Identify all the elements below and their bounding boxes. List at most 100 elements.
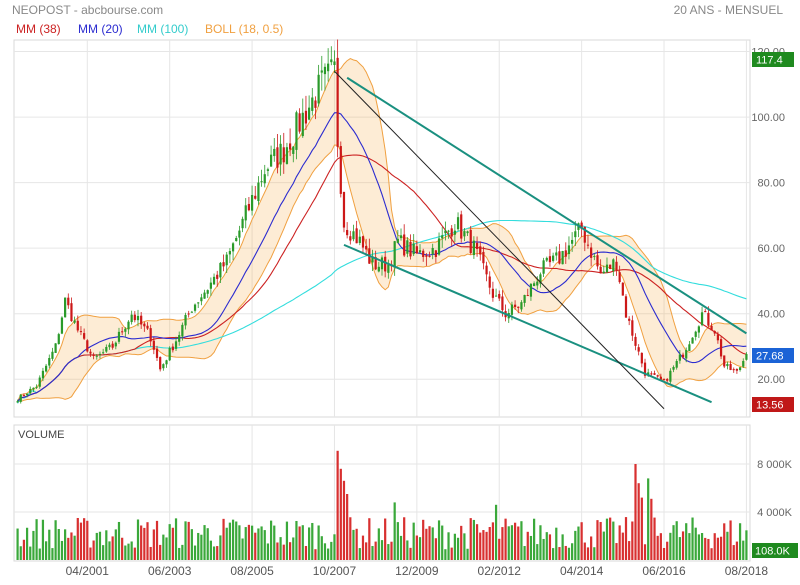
candle-body bbox=[352, 231, 355, 240]
candle-body bbox=[83, 333, 86, 339]
candle-body bbox=[422, 250, 425, 258]
volume-bar bbox=[152, 529, 155, 560]
volume-bar bbox=[599, 521, 602, 560]
volume-bar bbox=[244, 527, 247, 560]
candle-body bbox=[165, 360, 168, 365]
volume-bar bbox=[539, 525, 542, 560]
candle-body bbox=[561, 251, 564, 265]
volume-bar bbox=[292, 537, 295, 560]
candle-body bbox=[494, 295, 498, 297]
candle-body bbox=[732, 369, 735, 371]
volume-bar bbox=[425, 528, 428, 560]
candle-body bbox=[140, 315, 143, 325]
candle-body bbox=[308, 107, 311, 120]
candle-body bbox=[593, 256, 596, 258]
volume-bar bbox=[73, 535, 76, 560]
volume-bar bbox=[618, 525, 621, 560]
time-tick-label: 02/2012 bbox=[478, 564, 522, 578]
candle-body bbox=[323, 66, 327, 75]
candle-body bbox=[738, 367, 742, 371]
candle-body bbox=[105, 346, 108, 352]
volume-bar bbox=[694, 527, 697, 560]
candle-body bbox=[108, 344, 111, 348]
candle-body bbox=[162, 364, 165, 369]
candle-body bbox=[580, 222, 583, 229]
volume-bar bbox=[155, 520, 159, 560]
volume-bar bbox=[57, 529, 60, 560]
candle-body bbox=[292, 146, 295, 154]
volume-bar bbox=[190, 529, 193, 560]
candle-body bbox=[453, 230, 456, 235]
volume-bar bbox=[127, 543, 130, 560]
volume-bars bbox=[16, 450, 748, 560]
candle-body bbox=[358, 236, 361, 243]
volume-label: VOLUME bbox=[18, 429, 64, 441]
candle-body bbox=[444, 230, 447, 234]
volume-bar bbox=[336, 450, 339, 560]
trendline bbox=[346, 76, 747, 335]
candle-body bbox=[260, 181, 263, 183]
volume-bar bbox=[44, 541, 48, 560]
chart-period: 20 ANS - MENSUEL bbox=[674, 3, 784, 17]
time-tick-label: 06/2016 bbox=[642, 564, 686, 578]
candle-body bbox=[447, 230, 450, 232]
volume-bar bbox=[545, 532, 548, 560]
candle-body bbox=[434, 250, 437, 257]
volume-bar bbox=[662, 547, 666, 560]
candle-body bbox=[219, 262, 222, 278]
volume-bar bbox=[212, 546, 216, 560]
candle-body bbox=[469, 229, 472, 254]
candle-body bbox=[206, 290, 209, 294]
candle-body bbox=[241, 218, 244, 229]
candle-body bbox=[35, 386, 38, 388]
volume-bar bbox=[463, 533, 466, 560]
volume-bar bbox=[349, 517, 352, 560]
volume-bar bbox=[719, 536, 723, 560]
candle-body bbox=[92, 354, 95, 356]
volume-bar bbox=[590, 536, 593, 560]
volume-bar bbox=[16, 528, 19, 560]
candle-body bbox=[387, 264, 390, 273]
volume-bar bbox=[729, 520, 732, 560]
candle-body bbox=[314, 100, 317, 108]
candle-body bbox=[428, 255, 431, 257]
candle-body bbox=[16, 401, 19, 403]
volume-bar bbox=[276, 542, 279, 560]
volume-bar bbox=[333, 534, 336, 560]
volume-bar bbox=[308, 527, 311, 560]
candle-body bbox=[121, 331, 124, 333]
volume-bar bbox=[247, 524, 251, 560]
candle-body bbox=[643, 362, 647, 376]
candle-body bbox=[583, 226, 586, 243]
volume-bar bbox=[716, 537, 720, 560]
candle-body bbox=[472, 240, 476, 256]
candle-body bbox=[523, 294, 526, 303]
candle-body bbox=[235, 237, 238, 242]
candle-body bbox=[159, 357, 162, 370]
volume-bar bbox=[700, 533, 704, 560]
candle-body bbox=[463, 231, 466, 237]
volume-bar bbox=[735, 541, 739, 560]
volume-bar bbox=[149, 546, 152, 560]
volume-bar bbox=[22, 539, 26, 560]
volume-bar bbox=[19, 546, 22, 560]
volume-bar bbox=[102, 545, 105, 560]
candle-body bbox=[396, 238, 399, 243]
volume-bar bbox=[675, 521, 678, 560]
volume-bar bbox=[678, 537, 681, 560]
candle-body bbox=[365, 245, 368, 250]
candle-body bbox=[697, 326, 700, 333]
volume-bar bbox=[688, 533, 691, 560]
candle-body bbox=[529, 283, 533, 297]
volume-bar bbox=[38, 548, 41, 560]
candle-body bbox=[200, 297, 203, 302]
candle-body bbox=[637, 347, 640, 352]
volume-bar bbox=[380, 540, 384, 560]
candle-body bbox=[143, 323, 146, 327]
candle-body bbox=[498, 293, 501, 299]
volume-bar bbox=[250, 525, 254, 560]
volume-bar bbox=[437, 520, 441, 560]
candle-body bbox=[456, 217, 460, 230]
candle-body bbox=[488, 276, 491, 288]
